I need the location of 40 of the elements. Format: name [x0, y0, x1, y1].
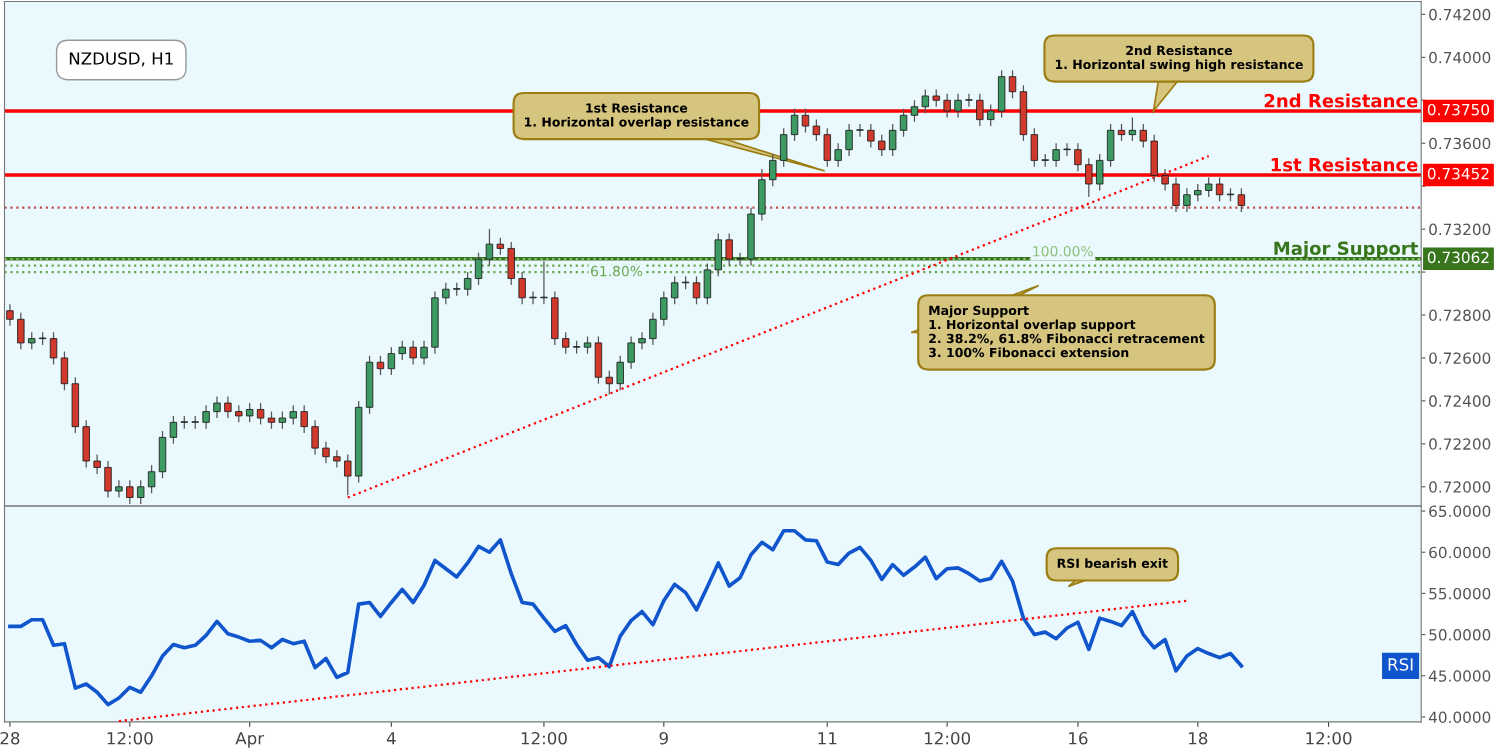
y-tick-label: 40.0000	[1428, 711, 1491, 723]
y-axis-title: RSI	[1388, 658, 1413, 671]
y-tick-label: 0.72400	[1429, 395, 1491, 407]
y-tick-label: 0.74000	[1429, 51, 1491, 64]
y-tick-label: 0.72000	[1429, 481, 1491, 493]
x-tick-label: 11	[818, 732, 837, 745]
text: 0.73452	[1427, 167, 1489, 180]
ref-line-label: Major Support	[1274, 241, 1418, 259]
x-tick-label: 9	[659, 731, 668, 745]
y-tick-label: 60.0000	[1429, 546, 1491, 559]
annotation: 2nd Resistance 1. Horizontal swing high resistance	[1055, 45, 1303, 72]
x-tick-label: 4	[386, 732, 396, 745]
y-tick-label: 50.0000	[1429, 629, 1491, 641]
y-tick-label: 0.74200	[1429, 8, 1491, 21]
text: NZDUSD, H1	[69, 52, 173, 67]
x-tick-label: 28	[0, 731, 20, 745]
x-tick-label: 16	[1069, 731, 1088, 745]
y-tick-label: 0.73200	[1429, 223, 1491, 236]
y-tick-label: 0.72800	[1429, 309, 1491, 322]
y-tick-label: 0.72200	[1429, 438, 1491, 450]
y-tick-label: 0.72600	[1429, 352, 1491, 364]
text: 0.73750	[1427, 103, 1490, 116]
y-tick-label: 0.73600	[1429, 137, 1491, 150]
x-tick-label: 18	[1189, 731, 1208, 745]
x-tick-label: 12:00	[1306, 731, 1352, 745]
ref-line-label: 2nd Resistance	[1264, 93, 1418, 108]
y-tick-label: 55.0000	[1429, 587, 1491, 600]
annotation: RSI bearish exit	[1057, 558, 1168, 568]
y-tick-label: 65.0000	[1429, 505, 1491, 518]
x-tick-label: Apr	[235, 732, 265, 748]
annotation: Major Support 1. Horizontal overlap support 2. 38.2%, 61.8% Fibonacci retracement 3. 100% Fibonacci extension	[929, 305, 1205, 358]
text: 0.73062	[1427, 251, 1489, 264]
annotation: 61.80%	[591, 265, 643, 277]
ref-line-label: 1st Resistance	[1271, 157, 1418, 172]
y-tick-label: 45.0000	[1428, 670, 1491, 682]
x-tick-label: 12:00	[924, 731, 971, 745]
x-tick-label: 12:00	[107, 731, 153, 745]
annotation: 1st Resistance 1. Horizontal overlap resistance	[525, 103, 749, 130]
x-tick-label: 12:00	[521, 731, 567, 745]
annotation: 100.00%	[1033, 245, 1093, 257]
